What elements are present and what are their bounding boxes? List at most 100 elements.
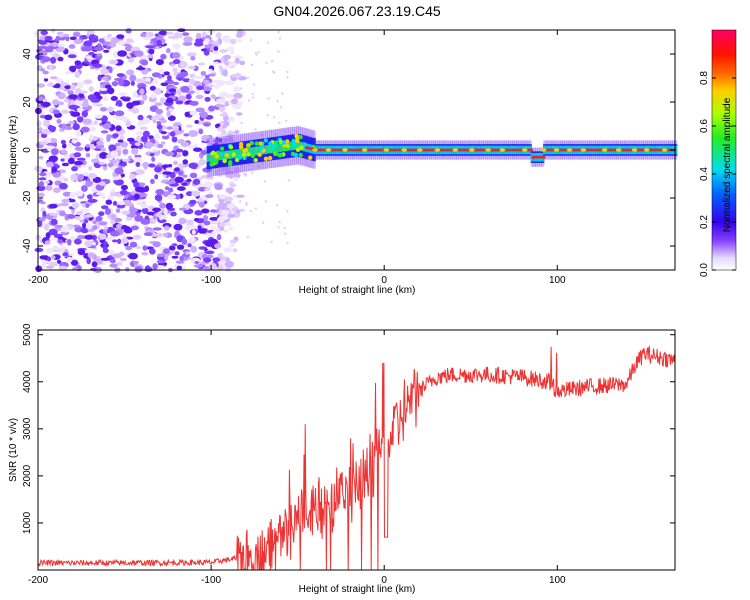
noise-point [62, 191, 72, 197]
signal-peak [353, 148, 357, 152]
noise-point [178, 32, 184, 38]
noise-point [35, 265, 43, 273]
noise-point [189, 224, 197, 230]
noise-point [87, 198, 98, 203]
noise-point [277, 30, 280, 34]
colorbar-ticks: 0.0 0.2 0.4 0.6 0.8 [699, 71, 736, 277]
noise-point [44, 114, 53, 121]
noise-point [286, 70, 289, 74]
noise-point [164, 186, 170, 191]
signal-blob [250, 153, 255, 159]
noise-point [51, 28, 56, 33]
noise-point [239, 200, 242, 203]
noise-point [140, 33, 147, 38]
noise-point [132, 260, 139, 265]
noise-point [120, 225, 131, 230]
noise-point [91, 158, 100, 163]
noise-point [134, 266, 143, 273]
signal-peak [519, 148, 523, 152]
noise-point [74, 60, 82, 65]
noise-point [114, 142, 121, 147]
noise-point [131, 107, 140, 114]
noise-point [278, 37, 282, 40]
noise-point [48, 261, 59, 267]
noise-point [223, 54, 231, 60]
noise-point [154, 194, 163, 201]
signal-core [229, 150, 233, 159]
noise-point [219, 193, 226, 200]
spectrogram-marks [33, 28, 678, 273]
noise-point [107, 195, 114, 201]
signal-peak [542, 155, 546, 159]
noise-point [44, 46, 54, 53]
noise-point [246, 235, 250, 239]
noise-point [103, 49, 110, 53]
spectrogram-xlabel: Height of straight line (km) [299, 285, 416, 296]
noise-point [178, 217, 187, 225]
noise-point [48, 228, 58, 236]
noise-point [245, 203, 248, 207]
noise-point [36, 83, 46, 88]
signal-blob [222, 158, 227, 163]
noise-point [208, 68, 213, 73]
signal-peak [585, 148, 589, 152]
noise-point [187, 243, 192, 248]
signal-peak [571, 148, 575, 152]
noise-point [59, 182, 68, 190]
noise-point [147, 54, 154, 59]
noise-point [118, 251, 125, 257]
noise-point [133, 157, 143, 164]
noise-point [110, 188, 115, 193]
signal-peak [355, 148, 359, 152]
signal-core [239, 148, 244, 158]
signal-peak [357, 148, 361, 152]
signal-knot [566, 148, 573, 152]
noise-point [37, 96, 44, 101]
noise-point [41, 56, 51, 63]
signal-peak [444, 148, 448, 152]
x-tick-label: -100 [201, 275, 221, 286]
noise-point [77, 234, 86, 240]
noise-point [97, 43, 102, 47]
noise-point [38, 127, 43, 132]
noise-point [230, 49, 235, 55]
noise-point [249, 209, 253, 213]
signal-peak [448, 148, 452, 152]
signal-knot [631, 148, 638, 152]
noise-point [117, 238, 122, 244]
noise-point [103, 225, 108, 231]
noise-point [74, 238, 82, 245]
noise-point [74, 216, 81, 220]
noise-point [90, 98, 101, 103]
noise-point [144, 77, 152, 82]
noise-point [261, 221, 265, 224]
signal-knot [499, 148, 506, 152]
y-tick-label: 4000 [22, 370, 33, 393]
noise-point [274, 133, 277, 136]
noise-point [87, 252, 96, 259]
noise-point [228, 187, 233, 195]
noise-point [175, 195, 180, 200]
noise-point [189, 236, 196, 243]
signal-knot [540, 148, 547, 152]
noise-point [75, 130, 82, 137]
noise-point [121, 158, 131, 162]
noise-point [133, 193, 140, 200]
noise-point [61, 109, 69, 114]
noise-point [54, 224, 64, 229]
noise-point [142, 161, 150, 169]
noise-point [233, 92, 243, 99]
signal-knot [325, 148, 332, 152]
noise-point [215, 104, 226, 108]
noise-point [108, 59, 119, 65]
noise-point [185, 93, 192, 100]
noise-point [205, 232, 213, 238]
noise-point [100, 147, 107, 152]
noise-point [189, 100, 199, 106]
noise-point [163, 248, 170, 254]
noise-point [182, 174, 188, 178]
noise-point [176, 244, 185, 250]
signal-blob [274, 140, 279, 145]
noise-point [152, 148, 159, 152]
